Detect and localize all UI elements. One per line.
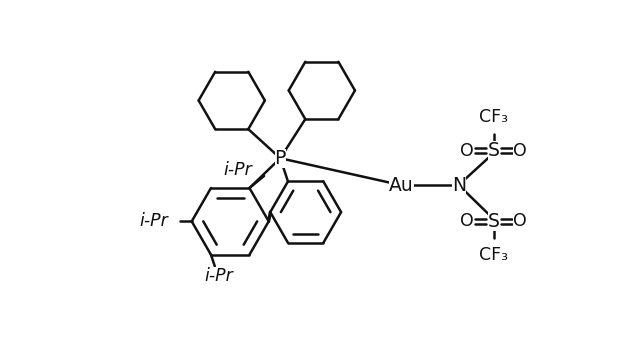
Text: S: S	[488, 141, 499, 160]
Text: Au: Au	[388, 176, 413, 195]
Text: P: P	[275, 149, 286, 168]
Text: S: S	[488, 212, 499, 231]
Text: CF₃: CF₃	[479, 108, 508, 126]
Text: i-Pr: i-Pr	[140, 213, 168, 230]
Text: i-Pr: i-Pr	[224, 161, 253, 179]
Text: CF₃: CF₃	[479, 246, 508, 264]
Text: i-Pr: i-Pr	[204, 267, 233, 285]
Text: O: O	[513, 142, 527, 159]
Text: O: O	[513, 213, 527, 230]
Text: N: N	[452, 176, 466, 195]
Text: O: O	[461, 213, 474, 230]
Text: O: O	[461, 142, 474, 159]
